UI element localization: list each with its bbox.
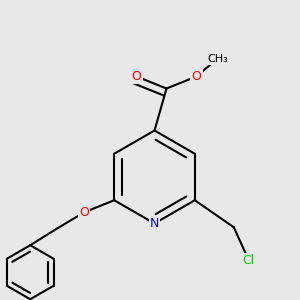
Text: O: O (192, 70, 201, 83)
Text: N: N (150, 217, 159, 230)
Text: O: O (132, 70, 141, 83)
Text: O: O (79, 206, 89, 219)
Text: CH₃: CH₃ (207, 53, 228, 64)
Text: Cl: Cl (243, 254, 255, 267)
